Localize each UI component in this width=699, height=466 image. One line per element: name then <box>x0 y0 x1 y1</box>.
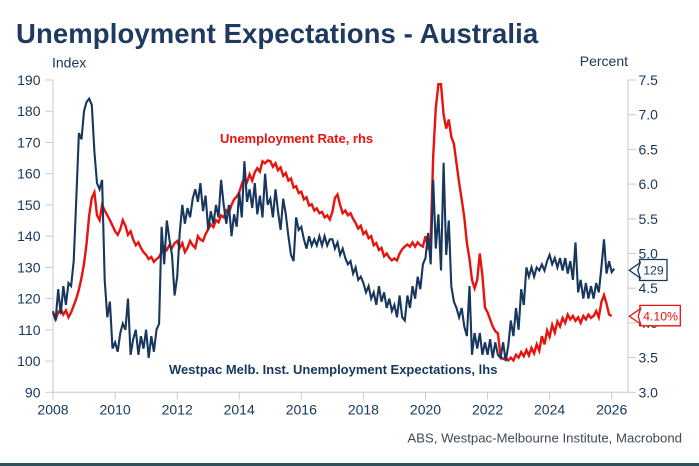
svg-text:2020: 2020 <box>410 402 441 418</box>
svg-text:2026: 2026 <box>596 402 627 418</box>
svg-text:Percent: Percent <box>580 53 628 69</box>
svg-text:2022: 2022 <box>472 402 503 418</box>
svg-text:4.5: 4.5 <box>639 280 659 296</box>
svg-text:Westpac Melb. Inst. Unemployme: Westpac Melb. Inst. Unemployment Expecta… <box>169 362 497 377</box>
svg-text:4.10%: 4.10% <box>643 309 678 323</box>
svg-text:2008: 2008 <box>37 402 68 418</box>
svg-text:5.5: 5.5 <box>639 211 659 227</box>
svg-text:2018: 2018 <box>348 402 379 418</box>
svg-text:5.0: 5.0 <box>639 246 659 262</box>
svg-text:3.5: 3.5 <box>639 350 659 366</box>
svg-text:170: 170 <box>17 135 41 151</box>
svg-text:120: 120 <box>17 291 41 307</box>
svg-text:140: 140 <box>17 228 41 244</box>
svg-text:90: 90 <box>25 384 41 400</box>
svg-text:130: 130 <box>17 259 41 275</box>
svg-text:6.5: 6.5 <box>639 141 659 157</box>
svg-text:2012: 2012 <box>162 402 193 418</box>
svg-text:2010: 2010 <box>100 402 131 418</box>
svg-text:3.0: 3.0 <box>639 384 659 400</box>
svg-text:129: 129 <box>643 264 664 278</box>
svg-text:180: 180 <box>17 103 41 119</box>
svg-text:Unemployment Rate, rhs: Unemployment Rate, rhs <box>220 131 373 146</box>
svg-text:6.0: 6.0 <box>639 176 659 192</box>
svg-text:2016: 2016 <box>286 402 317 418</box>
svg-text:ABS, Westpac-Melbourne Institu: ABS, Westpac-Melbourne Institute, Macrob… <box>407 431 682 446</box>
svg-text:7.5: 7.5 <box>639 72 659 88</box>
svg-text:190: 190 <box>17 72 41 88</box>
svg-text:2014: 2014 <box>224 402 255 418</box>
svg-text:160: 160 <box>17 166 41 182</box>
svg-text:2024: 2024 <box>534 402 565 418</box>
svg-text:150: 150 <box>17 197 41 213</box>
svg-text:7.0: 7.0 <box>639 107 659 123</box>
svg-text:110: 110 <box>18 322 41 338</box>
svg-text:100: 100 <box>17 353 41 369</box>
svg-text:Index: Index <box>52 55 86 71</box>
